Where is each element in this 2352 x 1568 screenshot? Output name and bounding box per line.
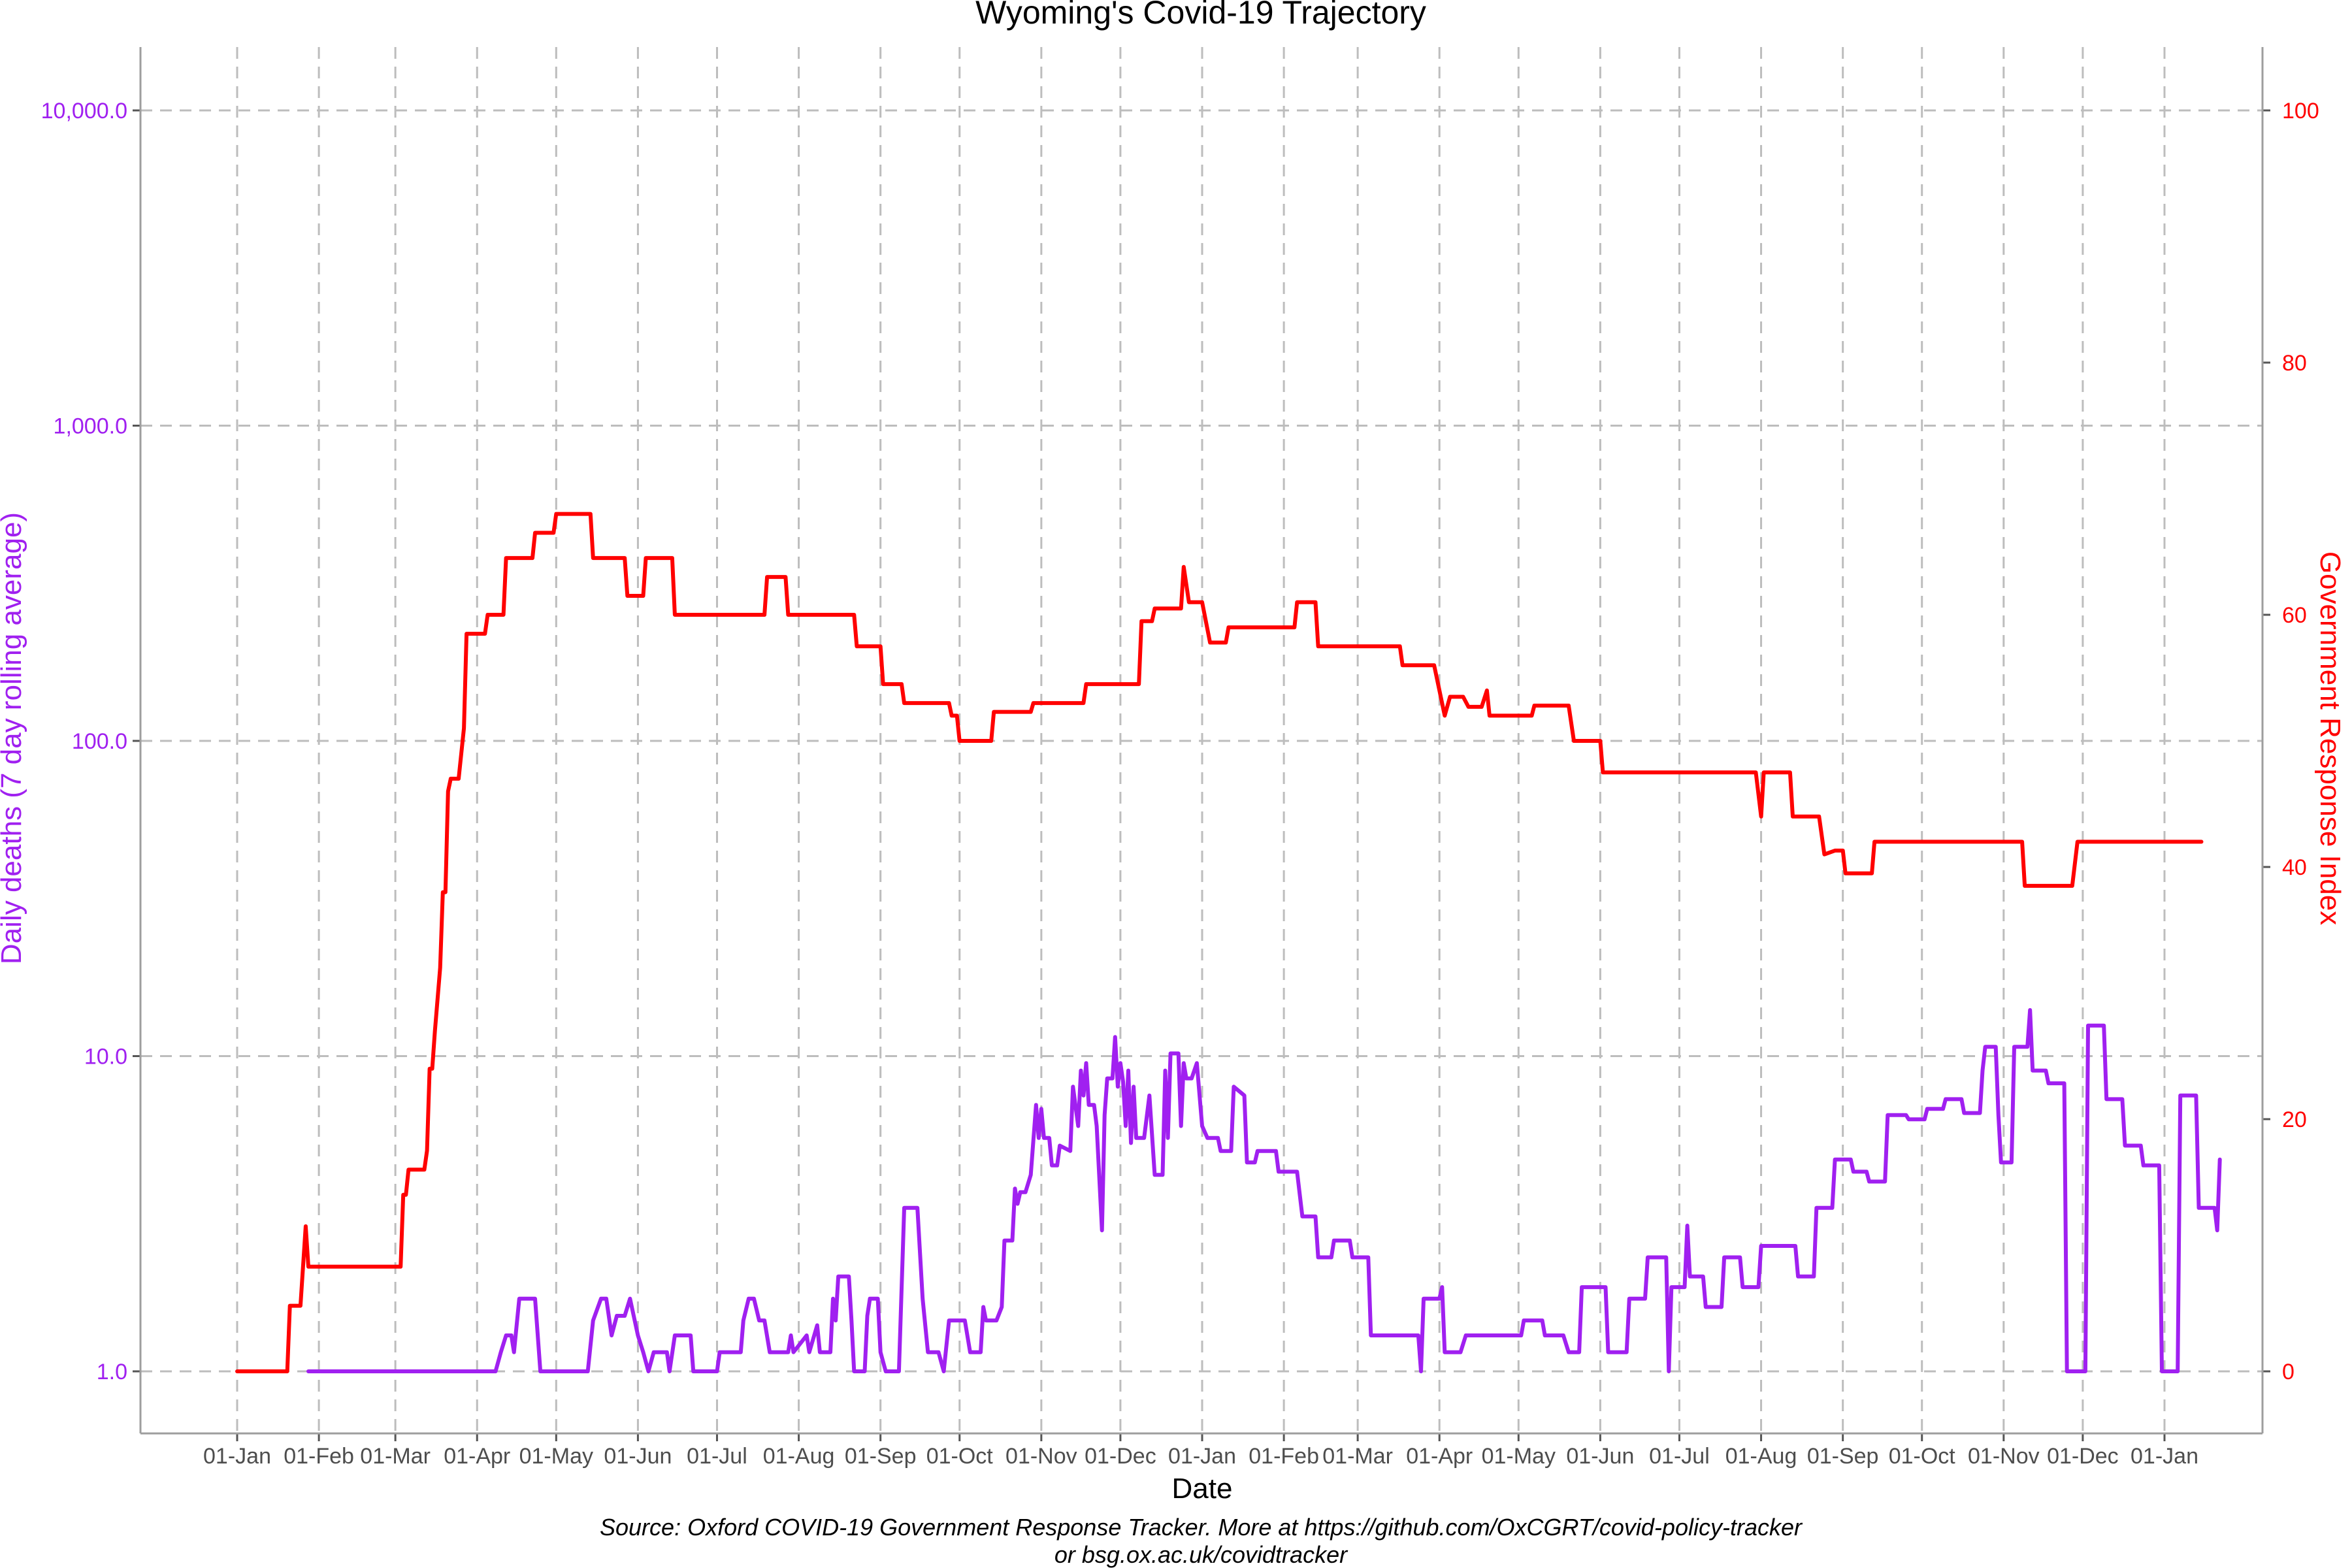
government-response-index-line xyxy=(235,512,2204,1373)
x-tick-label: 01-Feb xyxy=(1249,1444,1319,1469)
x-tick-label: 01-Sep xyxy=(845,1444,917,1469)
x-tick-label: 01-Apr xyxy=(444,1444,510,1469)
x-tick-label: 01-Oct xyxy=(1889,1444,1956,1469)
y-right-tick-label: 40 xyxy=(2282,855,2307,880)
x-tick-label: 01-Jun xyxy=(1566,1444,1634,1469)
axes xyxy=(133,47,2270,1441)
y-right-tick-label: 20 xyxy=(2282,1107,2307,1132)
x-tick-label: 01-Jan xyxy=(1168,1444,1236,1469)
x-tick-label: 01-Dec xyxy=(1085,1444,1156,1469)
x-tick-label: 01-Aug xyxy=(763,1444,835,1469)
y-right-tick-label: 100 xyxy=(2282,99,2319,123)
x-tick-label: 01-Dec xyxy=(2047,1444,2119,1469)
y-axis-label-left: Daily deaths (7 day rolling average) xyxy=(0,512,27,964)
x-tick-label: 01-May xyxy=(519,1444,593,1469)
x-tick-label: 01-Feb xyxy=(284,1444,354,1469)
x-tick-label: 01-Nov xyxy=(1968,1444,2040,1469)
x-tick-label: 01-Mar xyxy=(360,1444,431,1469)
daily-deaths-line xyxy=(306,1008,2222,1373)
x-tick-label: 01-Jun xyxy=(604,1444,672,1469)
x-tick-label: 01-Aug xyxy=(1725,1444,1797,1469)
grid-lines xyxy=(140,47,2262,1433)
chart-title: Wyoming's Covid-19 Trajectory xyxy=(975,0,1426,31)
y-left-tick-label: 10.0 xyxy=(84,1045,127,1070)
x-tick-label: 01-Apr xyxy=(1406,1444,1473,1469)
y-left-tick-label: 1,000.0 xyxy=(54,414,127,439)
x-tick-label: 01-Oct xyxy=(926,1444,994,1469)
x-tick-label: 01-Jul xyxy=(687,1444,747,1469)
y-left-tick-label: 10,000.0 xyxy=(41,99,127,123)
x-tick-label: 01-Jan xyxy=(2131,1444,2198,1469)
series-lines xyxy=(235,512,2222,1373)
caption-line-1: Source: Oxford COVID-19 Government Respo… xyxy=(600,1514,1803,1541)
x-axis-label: Date xyxy=(1172,1473,1233,1505)
y-right-tick-label: 60 xyxy=(2282,603,2307,628)
x-tick-label: 01-Jul xyxy=(1649,1444,1710,1469)
y-left-tick-label: 1.0 xyxy=(97,1360,127,1384)
y-axis-label-right: Government Response Index xyxy=(2314,551,2346,925)
tick-labels: 01-Jan 01-Feb 01-Mar 01-Apr 01-May 01-Jun 01-J… xyxy=(41,99,2319,1469)
y-right-tick-label: 0 xyxy=(2282,1360,2295,1384)
caption-line-2: or bsg.ox.ac.uk/covidtracker xyxy=(1054,1541,1348,1568)
y-left-tick-label: 100.0 xyxy=(72,729,127,754)
x-tick-label: 01-Sep xyxy=(1807,1444,1879,1469)
x-tick-label: 01-Nov xyxy=(1005,1444,1077,1469)
x-tick-label: 01-Jan xyxy=(203,1444,271,1469)
x-tick-label: 01-May xyxy=(1482,1444,1556,1469)
y-right-tick-label: 80 xyxy=(2282,351,2307,376)
x-tick-label: 01-Mar xyxy=(1322,1444,1393,1469)
